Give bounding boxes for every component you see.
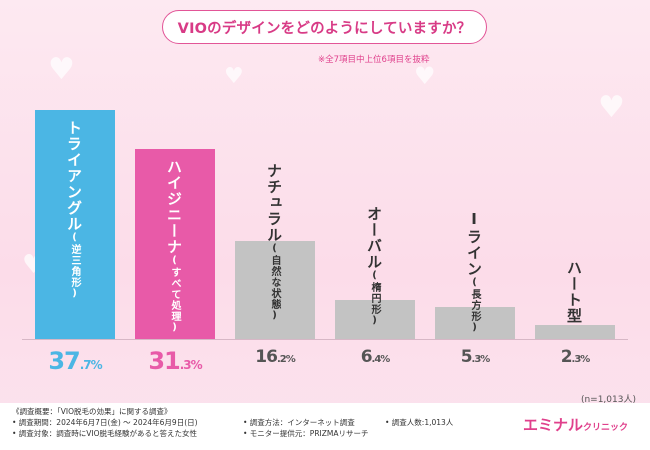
heart-decoration-icon: ♥ xyxy=(224,64,244,89)
bar-5 xyxy=(435,306,515,339)
bar-label-sub: (自然な状態) xyxy=(269,243,280,322)
bar-value-decimal: .4% xyxy=(371,354,391,365)
chart-note: ※全7項目中上位6項目を抜粋 xyxy=(318,55,430,65)
bar-value-decimal: .7% xyxy=(79,358,103,372)
bar-label-main: Iライン xyxy=(465,210,483,277)
bar-value-decimal: .3% xyxy=(179,358,203,372)
bar-3 xyxy=(235,240,315,339)
footer-panel xyxy=(0,403,650,450)
heart-decoration-icon: ♥ xyxy=(598,90,625,125)
bar-label-5: Iライン(長方形) xyxy=(465,210,483,334)
bar-value-int: 2 xyxy=(560,347,573,367)
bar-value-decimal: .3% xyxy=(471,354,491,365)
bar-value-int: 6 xyxy=(360,347,373,367)
bar-label-main: オーバル xyxy=(365,206,383,270)
bar-label-1: トライアングル(逆三角形) xyxy=(65,120,83,300)
bar-value-5: 5.3% xyxy=(435,349,515,366)
bar-1 xyxy=(35,110,115,339)
bar-label-2: ハイジニーナ(すべて処理) xyxy=(165,158,183,334)
bar-value-6: 2.3% xyxy=(535,349,615,366)
bar-label-4: オーバル(楕円形) xyxy=(365,206,383,327)
bar-value-int: 16 xyxy=(255,347,278,367)
bar-value-int: 37 xyxy=(48,347,80,375)
bar-label-sub: (逆三角形) xyxy=(69,232,80,300)
brand-name: エミナル xyxy=(523,416,584,434)
bar-value-decimal: .2% xyxy=(276,354,296,365)
survey-method: • 調査方法：インターネット調査 xyxy=(243,418,355,427)
brand-logo: エミナルクリニック xyxy=(523,414,628,435)
bar-value-4: 6.4% xyxy=(335,349,415,366)
survey-title: 《調査概要：「VIO脱毛の効果」に関する調査》 xyxy=(12,407,172,416)
bar-value-1: 37.7% xyxy=(35,349,115,373)
survey-period: • 調査期間：2024年6月7日(金) ～ 2024年6月9日(日) xyxy=(12,418,198,427)
bar-label-main: ハイジニーナ xyxy=(165,158,183,255)
bar-value-decimal: .3% xyxy=(571,354,591,365)
bar-label-main: ナチュラル xyxy=(265,163,283,243)
brand-suffix: クリニック xyxy=(583,423,629,433)
bar-4 xyxy=(335,300,415,339)
heart-decoration-icon: ♥ xyxy=(48,52,75,87)
sample-size-note: (n=1,013人) xyxy=(580,395,636,405)
survey-provider: • モニター提供元：PRIZMAリサーチ xyxy=(243,429,369,438)
chart-baseline xyxy=(22,339,628,340)
bar-value-2: 31.3% xyxy=(135,349,215,373)
survey-summary: 《調査概要：「VIO脱毛の効果」に関する調査》 • 調査期間：2024年6月7日… xyxy=(12,406,198,439)
bar-label-sub: (長方形) xyxy=(469,277,480,334)
bar-2 xyxy=(135,148,215,339)
bar-label-6: ハート型 xyxy=(565,260,583,324)
bar-label-sub: (楕円形) xyxy=(369,270,380,327)
bar-label-main: トライアングル xyxy=(65,120,83,232)
bar-value-int: 31 xyxy=(148,347,180,375)
survey-details: • 調査方法：インターネット調査 • モニター提供元：PRIZMAリサーチ xyxy=(243,417,369,439)
chart-title: VIOのデザインをどのようにしていますか？ xyxy=(162,10,487,44)
bar-label-3: ナチュラル(自然な状態) xyxy=(265,163,283,322)
bar-value-3: 16.2% xyxy=(235,349,315,366)
bar-label-main: ハート型 xyxy=(565,260,583,324)
bar-value-int: 5 xyxy=(460,347,473,367)
bar-label-sub: (すべて処理) xyxy=(169,254,180,334)
bar-6 xyxy=(535,325,615,339)
heart-decoration-icon: ♥ xyxy=(414,62,436,90)
survey-target: • 調査対象：調査時にVIO脱毛経験があると答えた女性 xyxy=(12,429,198,438)
survey-count: • 調査人数:1,013人 xyxy=(385,418,454,427)
